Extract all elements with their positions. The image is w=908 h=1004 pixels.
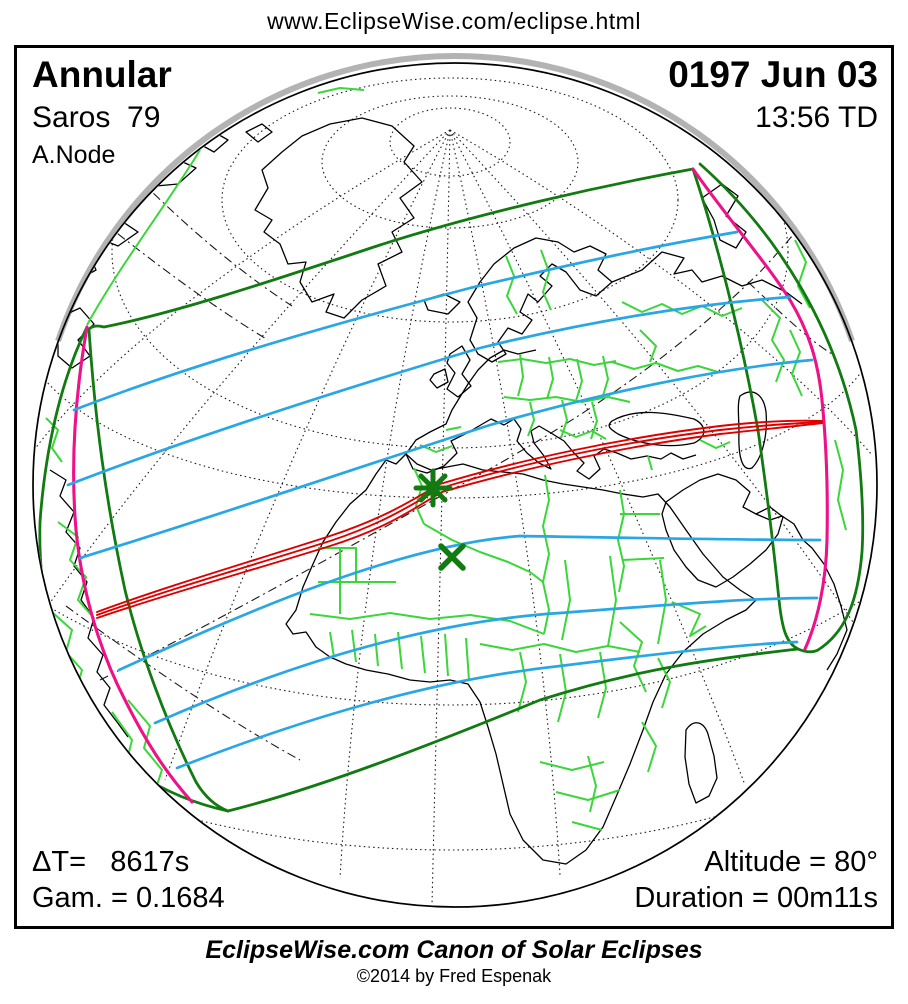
map-frame: Annular Saros 79 A.Node 0197 Jun 03 13:5… xyxy=(14,45,894,929)
page-url-text: www.EclipseWise.com/eclipse.html xyxy=(267,8,641,34)
eclipse-date-label: 0197 Jun 03 xyxy=(668,54,878,95)
node-label: A.Node xyxy=(32,141,116,170)
globe-limb-shading xyxy=(55,52,855,342)
magnitude-contours xyxy=(66,230,822,770)
gamma-label: Gam. = 0.1684 xyxy=(32,882,225,914)
copyright-line: ©2014 by Fred Espenak xyxy=(356,966,552,986)
eclipse-info-top-left: Annular Saros 79 A.Node xyxy=(32,54,172,170)
eclipse-globe-map xyxy=(32,52,878,908)
sunrise-sunset-curves xyxy=(72,167,829,804)
eclipse-time-label: 13:56 TD xyxy=(755,100,878,134)
eclipse-info-bottom-left: ΔT= 8617s Gam. = 0.1684 xyxy=(32,844,225,916)
greatest-eclipse-marker xyxy=(413,468,453,508)
eclipse-type-label: Annular xyxy=(32,54,172,95)
canon-title: EclipseWise.com Canon of Solar Eclipses xyxy=(205,936,703,964)
delta-t-label: ΔT= 8617s xyxy=(32,846,190,878)
greatest-duration-marker xyxy=(438,543,466,571)
eclipse-info-top-right: 0197 Jun 03 13:56 TD xyxy=(668,54,878,135)
globe-outline xyxy=(32,62,878,908)
altitude-label: Altitude = 80° xyxy=(704,846,878,878)
duration-label: Duration = 00m11s xyxy=(634,882,878,914)
saros-label: Saros 79 xyxy=(32,100,161,134)
reference-dash-lines xyxy=(65,179,833,761)
eclipse-info-bottom-right: Altitude = 80° Duration = 00m11s xyxy=(634,844,878,916)
